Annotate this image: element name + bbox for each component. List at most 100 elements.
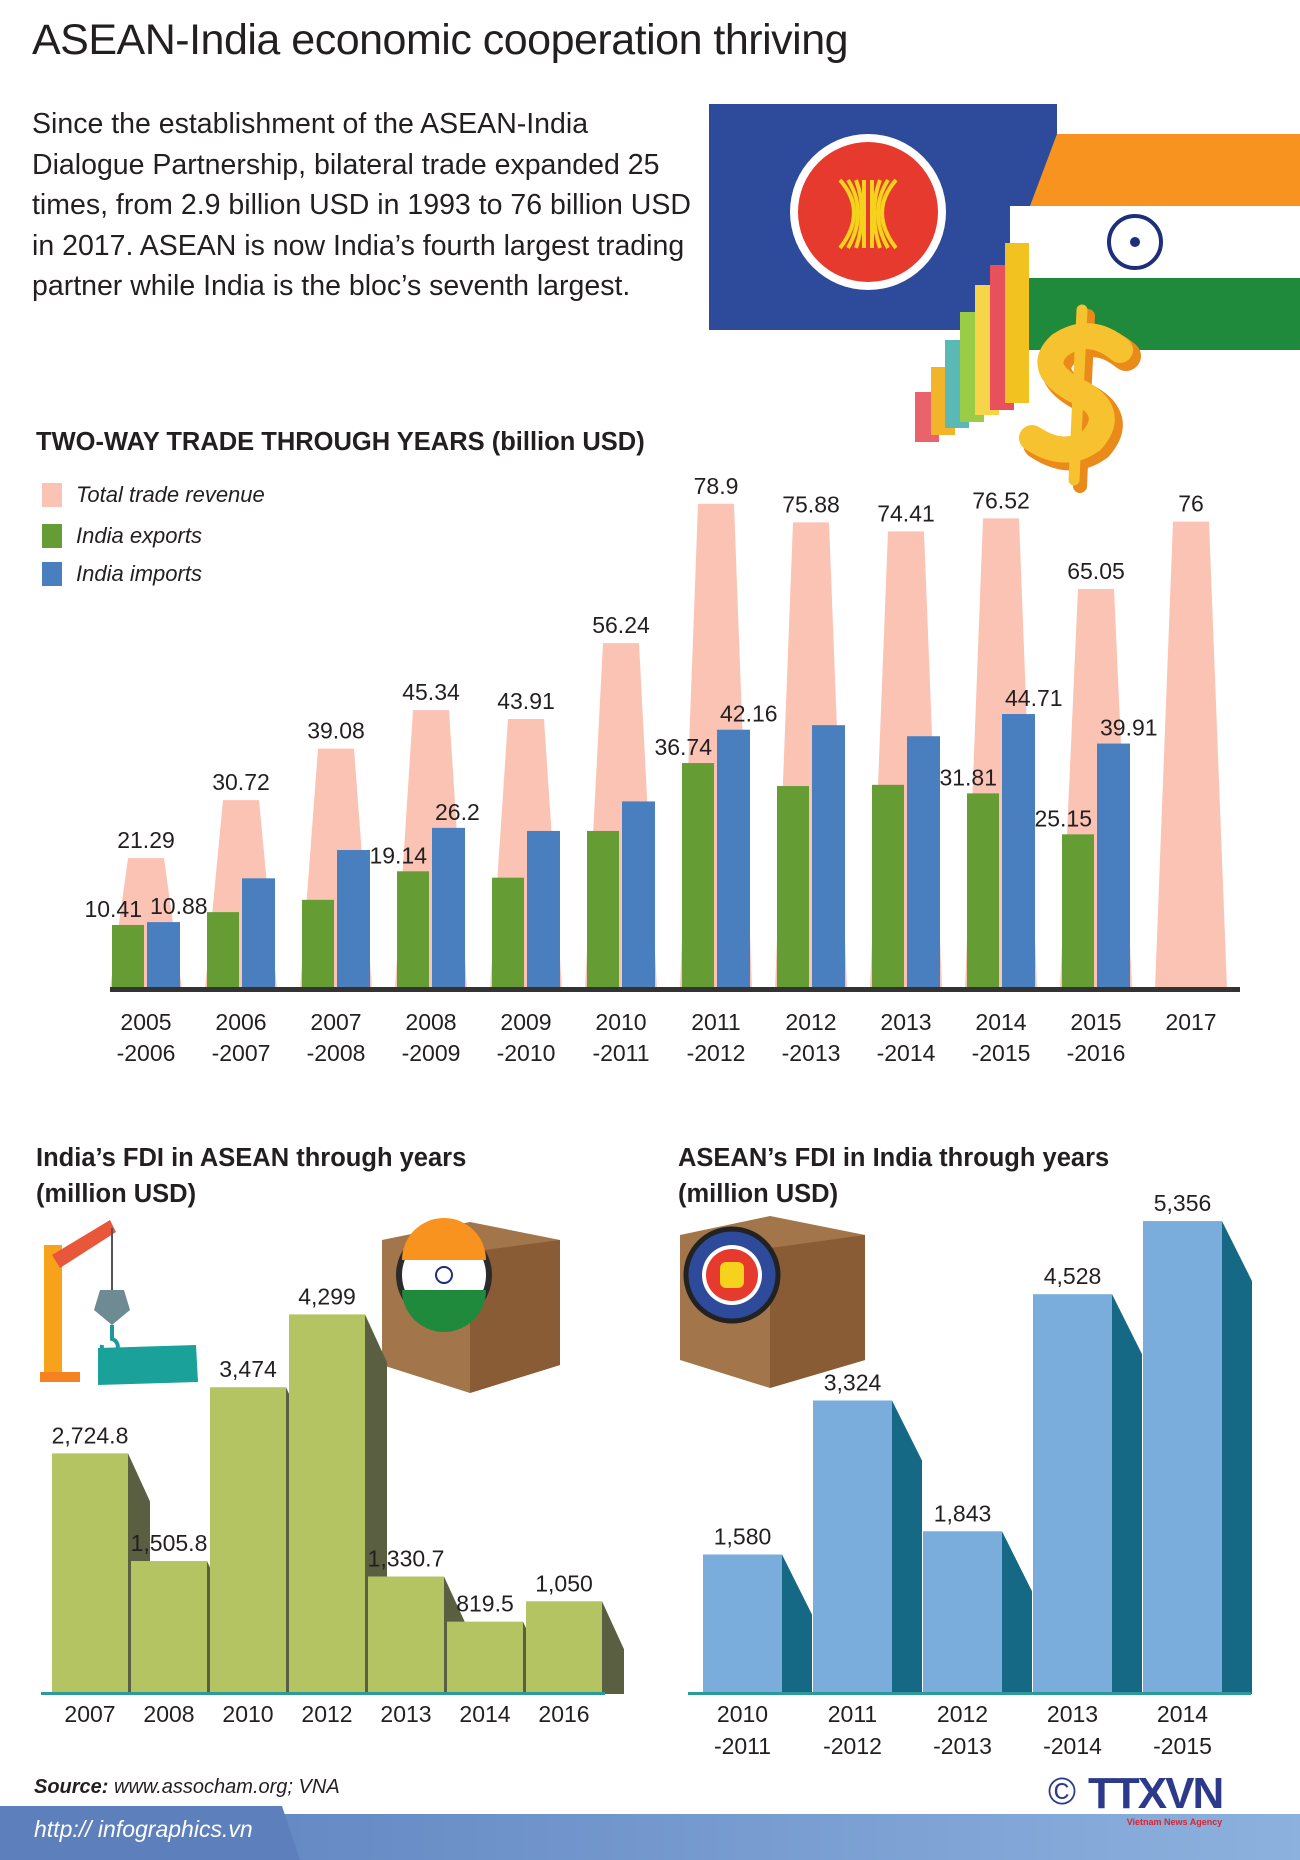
fdi-bar [447,1621,523,1694]
import-label: 42.16 [720,701,778,727]
total-trade-label: 76.52 [972,487,1030,513]
category-label: 2010 [717,1701,768,1727]
export-bar [397,871,429,989]
category-label: -2008 [307,1040,366,1066]
total-trade-label: 76 [1178,491,1204,517]
legend-swatch [42,562,62,586]
category-label: 2007 [310,1009,361,1035]
category-label: 2017 [1165,1009,1216,1035]
export-label: 25.15 [1034,805,1092,831]
category-label: -2010 [497,1040,556,1066]
category-label: 2009 [500,1009,551,1035]
category-label: -2013 [782,1040,841,1066]
import-bar [907,736,940,989]
category-label: 2011 [828,1701,877,1727]
source-text: www.assocham.org; VNA [108,1776,340,1798]
total-trade-label: 56.24 [592,612,650,638]
export-label: 36.74 [654,734,712,760]
category-label: 2010 [595,1009,646,1035]
asean-fdi-chart-title: ASEAN’s FDI in India through years (milli… [678,1140,1109,1212]
export-bar [492,877,524,989]
category-label: 2013 [880,1009,931,1035]
category-label: 2008 [143,1701,194,1727]
total-trade-label: 78.9 [694,473,739,499]
category-label: 2015 [1070,1009,1121,1035]
export-bar [112,924,144,989]
logo-name: TTXVN [1088,1769,1224,1818]
trade-chart-title: TWO-WAY TRADE THROUGH YEARS (billion USD… [36,428,645,456]
category-label: 2011 [691,1009,740,1035]
fdi-bar-side [1112,1294,1142,1694]
legend-item-exports: India exports [42,523,202,549]
fdi-bar [368,1576,444,1694]
category-label: -2013 [933,1733,992,1759]
category-label: -2006 [117,1040,176,1066]
intro-paragraph: Since the establishment of the ASEAN-Ind… [32,108,691,302]
fdi-value-label: 4,528 [1044,1263,1102,1289]
category-label: -2016 [1067,1040,1126,1066]
fdi-bar-side [602,1601,624,1694]
category-label: -2015 [972,1040,1031,1066]
import-bar [337,850,370,989]
fdi-value-label: 4,299 [298,1283,356,1309]
fdi-bar [131,1561,207,1694]
total-trade-label: 45.34 [402,679,460,705]
fdi-bar [1143,1221,1222,1694]
logo-subtitle: Vietnam News Agency [1126,1817,1223,1827]
export-bar [682,763,714,989]
category-label: 2014 [975,1009,1026,1035]
total-trade-label: 75.88 [782,491,840,517]
fdi-value-label: 1,330.7 [368,1545,445,1571]
footer-url-link[interactable]: http:// infographics.vn [34,1816,253,1842]
export-label: 19.14 [369,842,427,868]
import-bar [812,725,845,989]
source-note: Source: www.assocham.org; VNA [34,1776,340,1799]
legend-swatch [42,524,62,548]
export-label: 31.81 [939,764,997,790]
category-label: 2013 [1047,1701,1098,1727]
import-bar [242,878,275,989]
fdi-value-label: 1,505.8 [131,1530,208,1556]
ttxvn-logo: © TTXVN Vietnam News Agency [1048,1769,1224,1828]
import-bar [622,801,655,989]
source-label: Source: [34,1776,109,1798]
fdi-axis-line [688,1692,1251,1695]
import-bar [432,827,465,989]
legend-item-imports: India imports [42,561,202,587]
fdi-bar [52,1453,128,1694]
category-label: -2011 [714,1733,771,1759]
category-label: 2010 [222,1701,273,1727]
fdi-bar [923,1531,1002,1694]
fdi-value-label: 2,724.8 [52,1422,129,1448]
category-label: 2016 [538,1701,589,1727]
import-bar [717,729,750,989]
footer-tab [0,1806,300,1860]
title-line: (million USD) [678,1180,839,1208]
export-bar [1062,834,1094,989]
category-label: -2009 [402,1040,461,1066]
category-label: -2012 [687,1040,746,1066]
export-bar [872,784,904,989]
crane-icon [40,1220,198,1385]
total-trade-label: 43.91 [497,688,555,714]
export-bar [302,899,334,989]
total-trade-label: 30.72 [212,769,270,795]
fdi-value-label: 819.5 [456,1591,514,1617]
category-label: -2015 [1153,1733,1212,1759]
fdi-bar-side [782,1554,812,1694]
total-trade-bar [1155,521,1227,989]
fdi-bar [813,1400,892,1694]
import-label: 39.91 [1100,715,1158,741]
export-bar [587,830,619,989]
import-label: 10.88 [150,893,208,919]
import-bar [527,830,560,989]
india-box-icon [382,1218,560,1393]
page-title: ASEAN-India economic cooperation thrivin… [32,16,849,64]
india-fdi-chart-title: India’s FDI in ASEAN through years (milli… [36,1140,466,1212]
export-bar [967,793,999,989]
total-trade-label: 74.41 [877,500,935,526]
copyright-icon: © [1048,1771,1076,1813]
total-trade-label: 65.05 [1067,558,1125,584]
